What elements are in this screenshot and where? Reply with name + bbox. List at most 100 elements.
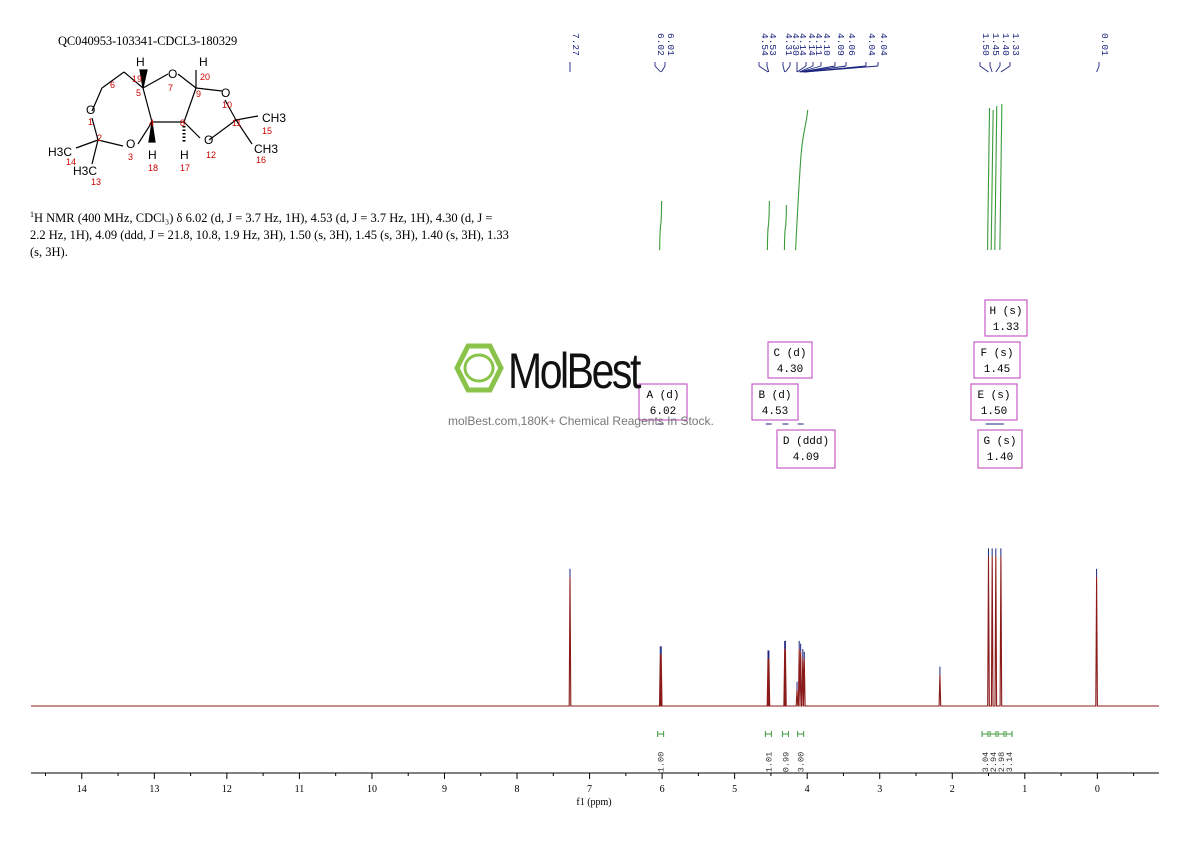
x-tick-label: 8	[515, 784, 520, 795]
integral-value: 0.99	[781, 752, 791, 772]
peak-label: 4.11	[813, 33, 824, 56]
integral-curve	[659, 200, 663, 251]
peak-label-connector	[799, 65, 822, 73]
molecule-structure	[75, 69, 259, 165]
atom-label: O	[221, 86, 230, 100]
multiplet-label-f: F (s) 1.45	[973, 341, 1021, 425]
peak-label-connector	[804, 65, 879, 73]
multiplet-label-d: D (ddd) 4.09	[776, 423, 836, 469]
atom-label: O	[168, 67, 177, 81]
nmr-description: 1H NMR (400 MHz, CDCl₃) δ 6.02 (d, J = 3…	[30, 206, 510, 261]
spectrum-trace	[31, 548, 1159, 707]
peak-label: 4.14	[806, 33, 817, 56]
integral-value: 3.14	[1005, 752, 1015, 772]
multiplet-shift: 1.33	[993, 322, 1019, 334]
multiplet-name: F (s)	[980, 348, 1013, 360]
multiplet-name: B (d)	[758, 390, 791, 402]
peak-label-connector	[799, 65, 814, 73]
integral-curve	[990, 109, 994, 251]
atom-label: 17	[180, 163, 190, 173]
peak-label: 7.27	[570, 33, 581, 56]
atom-label: 12	[206, 150, 216, 160]
peak-label-connector	[766, 65, 770, 73]
multiplet-name: C (d)	[773, 348, 806, 360]
peak-label: 6.02	[655, 33, 666, 56]
integral-curve	[795, 109, 809, 251]
atom-label: 7	[168, 83, 173, 93]
peak-label-connector	[785, 65, 791, 73]
peak-label: 4.06	[846, 33, 857, 56]
multiplet-name: A (d)	[646, 390, 679, 402]
peak-label: 1.50	[980, 33, 991, 56]
multiplet-shift: 4.53	[762, 406, 788, 418]
atom-label: H3C	[48, 145, 72, 159]
multiplet-name: G (s)	[983, 436, 1016, 448]
peak-label: 4.54	[759, 33, 770, 56]
peak-label-connector	[1096, 65, 1100, 73]
watermark-brand: MolBest	[508, 343, 641, 399]
peak-label: 4.53	[767, 33, 778, 56]
atom-label: 4	[149, 118, 154, 128]
watermark-tagline: molBest.com,180K+ Chemical Reagents In S…	[448, 414, 714, 428]
integral-curve	[986, 107, 991, 251]
x-axis-label: f1 (ppm)	[576, 797, 611, 808]
multiplet-box	[973, 341, 1021, 379]
x-tick-label: 0	[1095, 784, 1100, 795]
multiplet-box	[984, 299, 1028, 337]
peak-label: 0.01	[1099, 33, 1110, 56]
multiplet-shift: 4.30	[777, 364, 803, 376]
peak-label-connector	[800, 65, 836, 73]
atom-label: O	[126, 137, 135, 151]
peak-labels: 7.27 6.02 6.01 4.544.53 4.314.304.144.144.11…	[569, 33, 1110, 73]
x-tick-label: 5	[732, 784, 737, 795]
integral-value: 2.98	[997, 752, 1007, 772]
multiplet-shift: 6.02	[650, 406, 676, 418]
integral-curve	[766, 200, 770, 251]
multiplet-shift: 4.09	[793, 452, 819, 464]
multiplet-shift: 1.40	[987, 452, 1013, 464]
peak-label-connector	[995, 65, 1001, 73]
multiplet-box	[970, 383, 1018, 421]
multiplet-shift: 1.50	[981, 406, 1007, 418]
integral-curve	[999, 103, 1003, 251]
peak-label: 4.04	[866, 33, 877, 56]
peak-label-connector	[989, 65, 993, 73]
multiplet-name: E (s)	[977, 390, 1010, 402]
atom-label: H	[199, 55, 208, 69]
atom-label: 9	[196, 89, 201, 99]
peak-label: 4.09	[835, 33, 846, 56]
atom-label: CH3	[254, 142, 278, 156]
multiplet-label-c: C (d) 4.30	[767, 341, 813, 425]
atom-label: H	[180, 148, 189, 162]
atom-label: 5	[136, 88, 141, 98]
x-tick-label: 4	[805, 784, 810, 795]
atom-label: 11	[232, 118, 241, 128]
peak-label-connector	[796, 65, 807, 73]
atom-label: 15	[262, 126, 272, 136]
multiplet-label-h: H (s) 1.33	[984, 299, 1028, 425]
multiplet-labels: A (d) 6.02 B (d) 4.53 C (d) 4.30 D (ddd) 4.09 E …	[638, 299, 1028, 469]
x-tick-label: 1	[1022, 784, 1027, 795]
integral-value: 3.04	[981, 752, 991, 772]
x-tick-label: 12	[222, 784, 232, 795]
molbest-logo-icon	[454, 343, 504, 393]
x-tick-label: 7	[587, 784, 592, 795]
peak-label-connector	[1000, 65, 1011, 73]
peak-label: 1.33	[1010, 33, 1021, 56]
atom-label: CH3	[262, 111, 286, 125]
atom-label: 18	[148, 163, 158, 173]
atom-label: 3	[128, 152, 133, 162]
atom-label: H	[148, 148, 157, 162]
peak-label: 1.40	[1000, 33, 1011, 56]
atom-label: 13	[91, 177, 101, 187]
x-axis: 14 13 12 11 10 9 8 7 6 5 4 3 2 1 0f1 (ppm)	[31, 772, 1159, 808]
x-tick-label: 13	[149, 784, 159, 795]
atom-label: 8	[180, 118, 185, 128]
atom-label: 20	[200, 72, 210, 82]
peak-label-connector	[654, 65, 661, 73]
x-tick-label: 14	[77, 784, 87, 795]
nmr-description-text: H NMR (400 MHz, CDCl₃) δ 6.02 (d, J = 3.…	[30, 211, 509, 260]
x-tick-label: 6	[660, 784, 665, 795]
integral-value: 3.00	[797, 752, 807, 772]
